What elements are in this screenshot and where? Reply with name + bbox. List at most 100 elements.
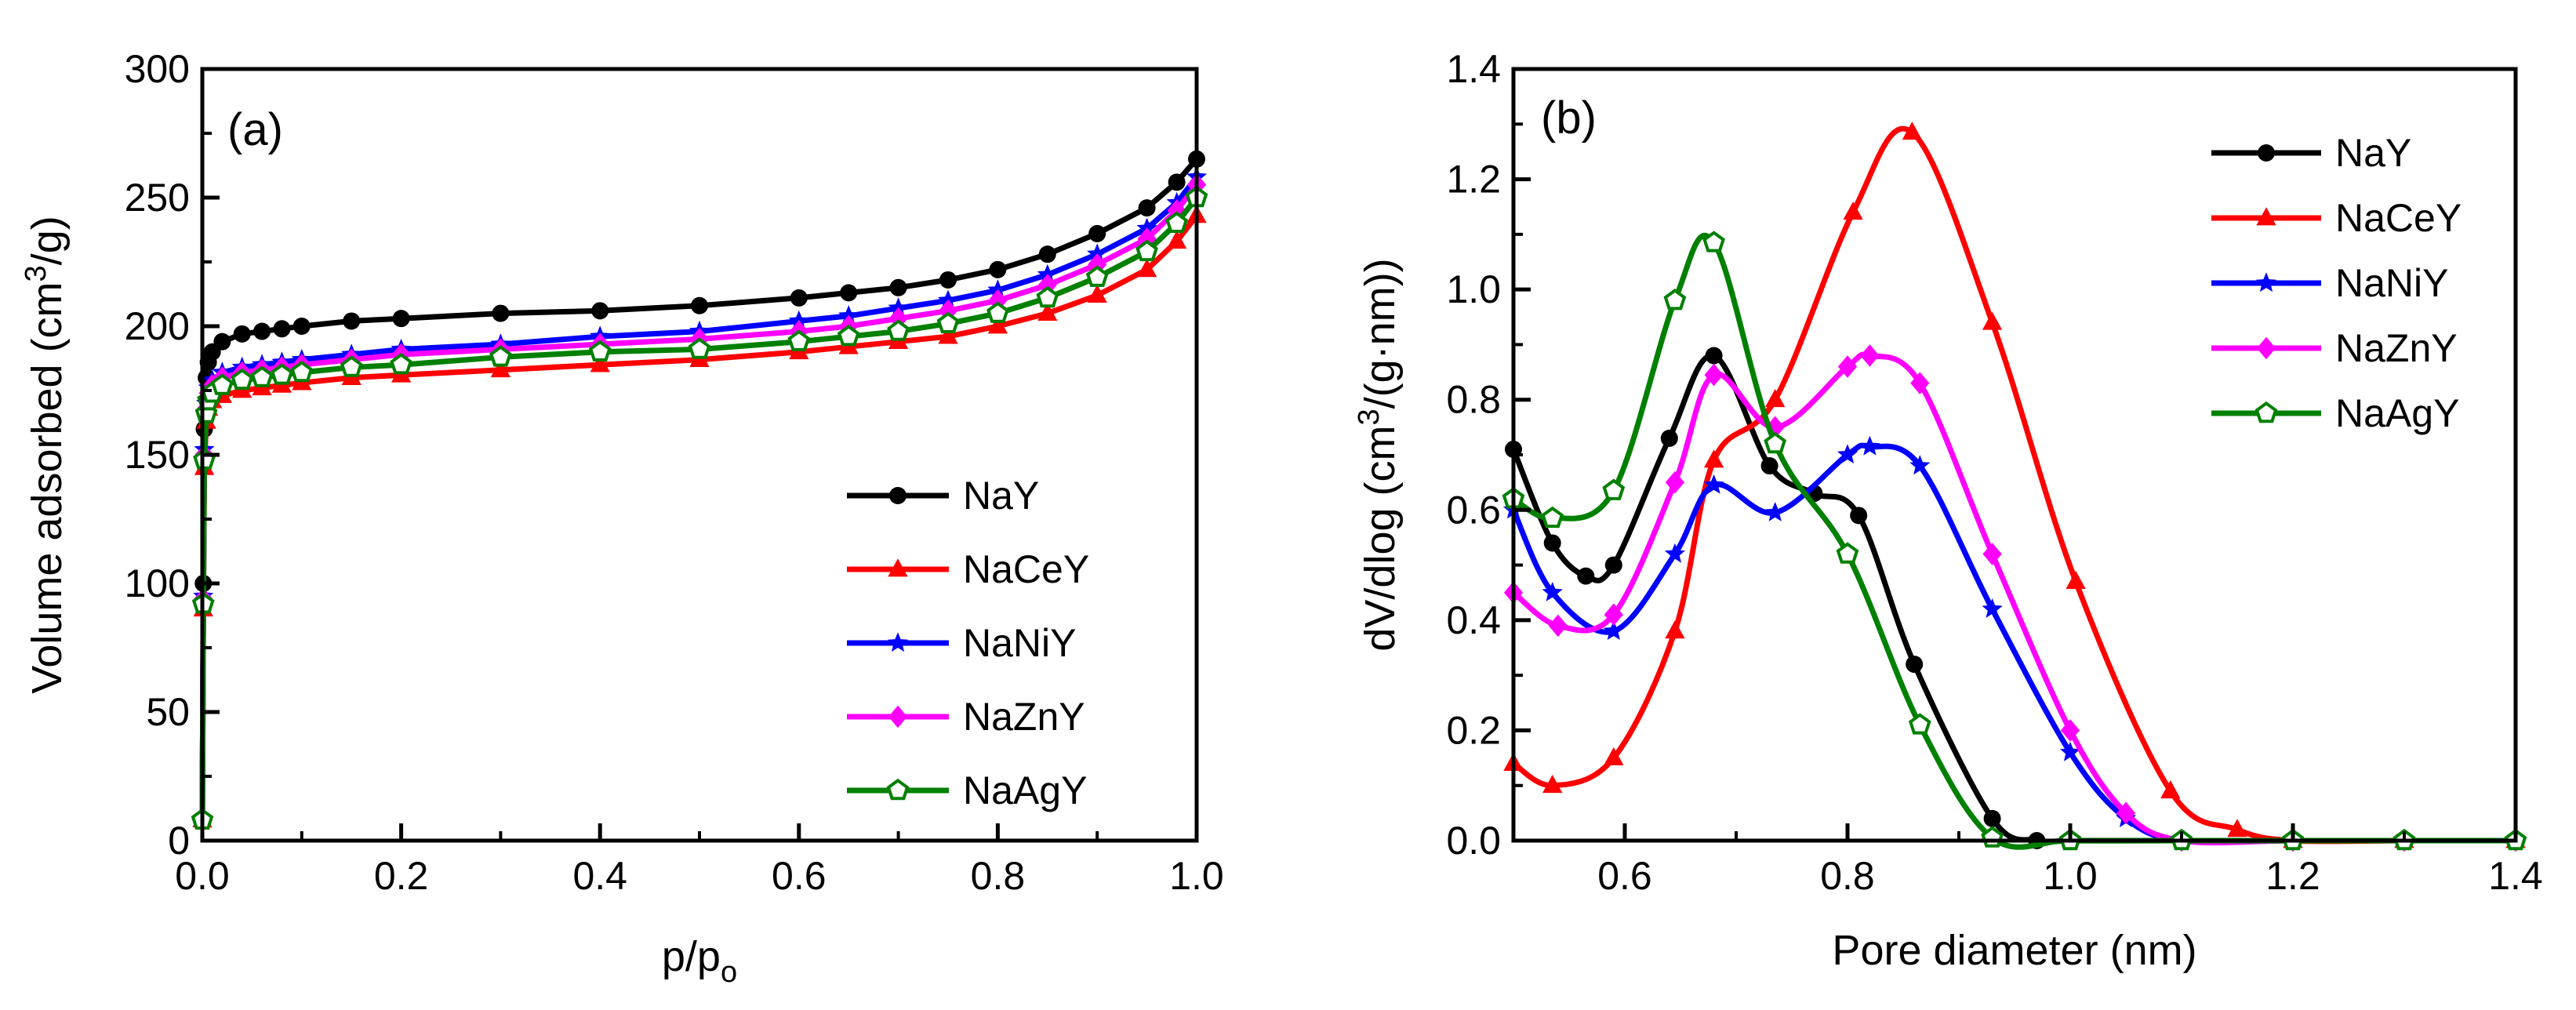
series-naagy [191, 185, 1208, 830]
data-point-nay [591, 302, 609, 320]
data-point-nacey [1843, 201, 1863, 220]
y-tick-label: 50 [146, 690, 190, 734]
data-point-nacey [1166, 231, 1187, 249]
x-tick-label: 0.8 [1820, 854, 1875, 898]
data-point-nacey [1604, 747, 1624, 765]
data-point-naagy [1836, 542, 1859, 564]
data-point-nay [492, 304, 510, 322]
data-point-naagy [787, 329, 811, 351]
legend-label: NaY [963, 474, 1039, 518]
data-point-nazny [1548, 614, 1568, 638]
y-tick-label: 150 [125, 433, 190, 477]
panel-b-x-axis-title: Pore diameter (nm) [1832, 927, 2196, 974]
data-point-naniy [1664, 543, 1685, 563]
data-point-naagy [210, 373, 234, 395]
data-point-naagy [1085, 265, 1109, 287]
data-point-naagy [250, 365, 274, 387]
data-point-nazny [1665, 470, 1684, 494]
legend-entry-naniy: NaNiY [847, 621, 1076, 665]
data-point-naniy [2059, 741, 2081, 761]
series-naniy [1502, 435, 2527, 850]
legend-marker-nacey [2256, 207, 2276, 226]
data-point-nacey [1982, 311, 2003, 330]
data-point-nay [1088, 224, 1106, 242]
data-point-nay [213, 332, 231, 351]
legend-label: NaAgY [2335, 391, 2459, 435]
y-tick-label: 0.2 [1446, 708, 1501, 752]
data-point-nazny [1604, 603, 1623, 627]
data-point-nay [343, 312, 361, 330]
data-point-nay [1038, 245, 1056, 263]
data-point-nacey [1665, 620, 1685, 639]
data-point-nazny [2116, 801, 2136, 825]
legend-entry-nay: NaY [847, 474, 1039, 518]
data-point-nay [1760, 457, 1778, 475]
data-point-naagy [340, 355, 363, 377]
data-point-naagy [588, 340, 612, 361]
data-point-naagy [290, 360, 314, 383]
data-point-nacey [1087, 284, 1107, 303]
y-tick-label: 0 [168, 819, 190, 863]
y-tick-label: 0.8 [1446, 378, 1501, 422]
y-tick-label: 0.6 [1446, 488, 1501, 532]
x-tick-label: 0.2 [374, 854, 429, 898]
legend-entry-nacey: NaCeY [847, 547, 1089, 591]
data-point-nacey [590, 354, 610, 372]
legend-marker-nazny [888, 705, 908, 728]
data-point-nay [1543, 534, 1561, 552]
data-point-naniy [1764, 502, 1786, 521]
data-point-naniy [1037, 263, 1058, 284]
legend-entry-nay: NaY [2211, 131, 2411, 175]
legend-entry-naagy: NaAgY [847, 768, 1087, 812]
data-point-naniy [788, 310, 809, 330]
x-tick-label: 0.6 [1597, 854, 1652, 898]
data-point-naniy [937, 289, 959, 310]
data-point-naagy [390, 353, 412, 375]
data-point-nacey [1542, 774, 1563, 794]
data-point-naagy [688, 337, 711, 359]
y-tick-label: 1.4 [1446, 47, 1501, 91]
data-point-nay [840, 284, 858, 302]
legend-label: NaNiY [2335, 261, 2448, 305]
x-tick-label: 0.0 [175, 854, 230, 898]
data-point-nay [1705, 347, 1723, 365]
legend-marker-naniy [887, 632, 909, 652]
legend-entry-nacey: NaCeY [2211, 196, 2462, 240]
y-tick-label: 250 [125, 176, 190, 220]
data-point-nacey [1765, 388, 1786, 408]
panel-a-x-axis-title: p/po [662, 933, 737, 989]
panel-b-ticks: 0.6 0.8 1.0 1.2 1.4 0.0 0.2 0.4 0.6 0.8 1.0 1.2 1.4 [1446, 47, 2542, 898]
panel-a-label: (a) [227, 104, 283, 155]
x-tick-label: 0.4 [572, 854, 627, 898]
legend-label: NaCeY [963, 547, 1089, 591]
data-point-nay [1660, 429, 1678, 447]
data-point-nacey [2066, 570, 2086, 590]
data-point-naniy [1982, 598, 2003, 618]
data-point-nacey [938, 325, 958, 344]
data-point-nazny [1910, 372, 1930, 394]
data-point-naniy [1603, 620, 1624, 640]
legend-entry-naagy: NaAgY [2211, 391, 2459, 435]
data-point-naagy [887, 319, 910, 341]
y-tick-label: 0.4 [1446, 598, 1501, 642]
data-point-nay [1604, 556, 1622, 574]
data-point-naagy [1036, 285, 1059, 308]
data-point-nay [392, 310, 410, 328]
legend-marker-nay [2258, 144, 2275, 162]
data-point-nay [691, 296, 708, 314]
data-point-naniy [1087, 243, 1108, 263]
data-point-naniy [1909, 455, 1931, 475]
data-point-nay [1577, 567, 1595, 585]
data-point-naniy [1542, 582, 1563, 601]
data-point-nay [1850, 507, 1868, 525]
data-point-naniy [888, 297, 909, 318]
data-point-naagy [271, 363, 293, 385]
data-point-naagy [1663, 289, 1687, 311]
data-point-nazny [1860, 344, 1880, 367]
data-point-nazny [938, 300, 958, 322]
legend-marker-naagy [2254, 401, 2278, 423]
x-tick-label: 1.2 [2265, 854, 2320, 898]
legend-label: NaZnY [963, 695, 1085, 739]
data-point-nay [939, 271, 957, 289]
data-point-naagy [1165, 211, 1189, 233]
